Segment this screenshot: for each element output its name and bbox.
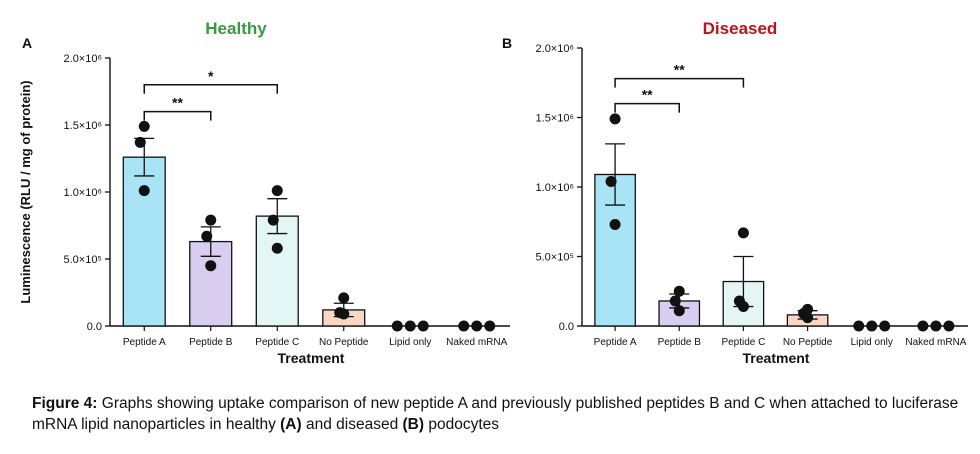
data-point bbox=[930, 320, 942, 332]
bar bbox=[255, 215, 299, 327]
figure-caption: Figure 4: Graphs showing uptake comparis… bbox=[32, 393, 962, 435]
data-point bbox=[609, 113, 621, 125]
data-point bbox=[201, 230, 213, 242]
x-tick-label: No Peptide bbox=[319, 337, 369, 348]
data-point bbox=[391, 320, 403, 332]
significance-label: ** bbox=[172, 95, 183, 111]
data-point bbox=[138, 185, 150, 197]
data-point bbox=[267, 214, 279, 226]
data-point bbox=[605, 175, 617, 187]
data-point bbox=[271, 185, 283, 197]
data-point bbox=[917, 320, 929, 332]
data-point bbox=[673, 285, 685, 297]
significance-bracket bbox=[143, 84, 278, 94]
data-point bbox=[943, 320, 955, 332]
data-point bbox=[879, 320, 891, 332]
x-tick-label: Naked mRNA bbox=[446, 337, 507, 348]
data-point bbox=[737, 301, 749, 313]
y-axis-label: Luminescence (RLU / mg of protein) bbox=[18, 80, 33, 303]
data-point bbox=[138, 120, 150, 132]
data-point bbox=[458, 320, 470, 332]
significance-bracket bbox=[614, 77, 745, 88]
figure: A Healthy 0.0 5.0×10⁵ 1.0×10⁶ 1.5×10⁶ 2.0×10⁶ L… bbox=[18, 19, 968, 366]
data-point bbox=[205, 214, 217, 226]
data-point bbox=[271, 242, 283, 254]
bar bbox=[189, 240, 233, 327]
y-tick-label: 1.0×10⁶ bbox=[64, 187, 102, 199]
x-tick-label: Peptide B bbox=[189, 337, 233, 348]
data-point bbox=[802, 312, 814, 324]
significance-bracket bbox=[143, 110, 212, 121]
x-tick-label: Naked mRNA bbox=[905, 337, 966, 348]
x-axis-label: Treatment bbox=[278, 350, 345, 366]
panel-label: A bbox=[22, 35, 32, 51]
significance-label: * bbox=[208, 68, 214, 84]
chart-title: Healthy bbox=[205, 19, 267, 38]
x-tick-label: Peptide C bbox=[721, 337, 765, 348]
caption-lead: Figure 4: bbox=[32, 395, 98, 412]
data-point bbox=[338, 292, 350, 304]
x-tick-label: Peptide B bbox=[658, 337, 702, 348]
y-tick-label: 1.5×10⁶ bbox=[536, 113, 574, 125]
y-tick-label: 5.0×10⁵ bbox=[535, 252, 574, 264]
data-point bbox=[404, 320, 416, 332]
y-tick-label: 2.0×10⁶ bbox=[64, 53, 102, 65]
y-tick-label: 0.0 bbox=[559, 321, 574, 333]
y-tick-label: 2.0×10⁶ bbox=[536, 43, 574, 55]
panel-diseased: B Diseased 0.0 5.0×10⁵ 1.0×10⁶ 1.5×10⁶ 2.0×10⁶… bbox=[502, 19, 968, 366]
x-tick-label: Peptide A bbox=[123, 337, 166, 348]
chart-title: Diseased bbox=[703, 19, 778, 38]
significance-bracket bbox=[614, 102, 680, 113]
bar bbox=[122, 156, 166, 327]
significance-label: ** bbox=[674, 62, 685, 78]
caption-a: (A) bbox=[280, 416, 302, 433]
panel-label: B bbox=[502, 35, 512, 51]
caption-text-1: Graphs showing uptake comparison of new … bbox=[32, 395, 959, 433]
data-point bbox=[471, 320, 483, 332]
data-point bbox=[609, 219, 621, 231]
data-point bbox=[134, 136, 146, 148]
y-tick-label: 1.0×10⁶ bbox=[536, 182, 574, 194]
x-tick-label: Peptide A bbox=[594, 337, 637, 348]
data-point bbox=[737, 227, 749, 239]
x-tick-label: Lipid only bbox=[389, 337, 431, 348]
data-point bbox=[338, 308, 350, 320]
data-point bbox=[205, 260, 217, 272]
x-tick-label: Lipid only bbox=[851, 337, 893, 348]
data-point bbox=[853, 320, 865, 332]
caption-b: (B) bbox=[402, 416, 425, 433]
data-point bbox=[484, 320, 496, 332]
caption-text-3: podocytes bbox=[424, 416, 499, 433]
data-point bbox=[669, 295, 681, 307]
x-axis-label: Treatment bbox=[743, 350, 810, 366]
y-tick-label: 1.5×10⁶ bbox=[64, 120, 102, 132]
y-tick-label: 0.0 bbox=[87, 321, 102, 333]
x-tick-label: No Peptide bbox=[783, 337, 833, 348]
y-tick-label: 5.0×10⁵ bbox=[63, 254, 102, 266]
data-point bbox=[673, 305, 685, 317]
x-tick-label: Peptide C bbox=[255, 337, 299, 348]
data-point bbox=[866, 320, 878, 332]
panel-healthy: A Healthy 0.0 5.0×10⁵ 1.0×10⁶ 1.5×10⁶ 2.0×10⁶ L… bbox=[18, 19, 510, 366]
significance-label: ** bbox=[642, 87, 653, 103]
caption-text-2: and diseased bbox=[301, 416, 403, 433]
data-point bbox=[417, 320, 429, 332]
